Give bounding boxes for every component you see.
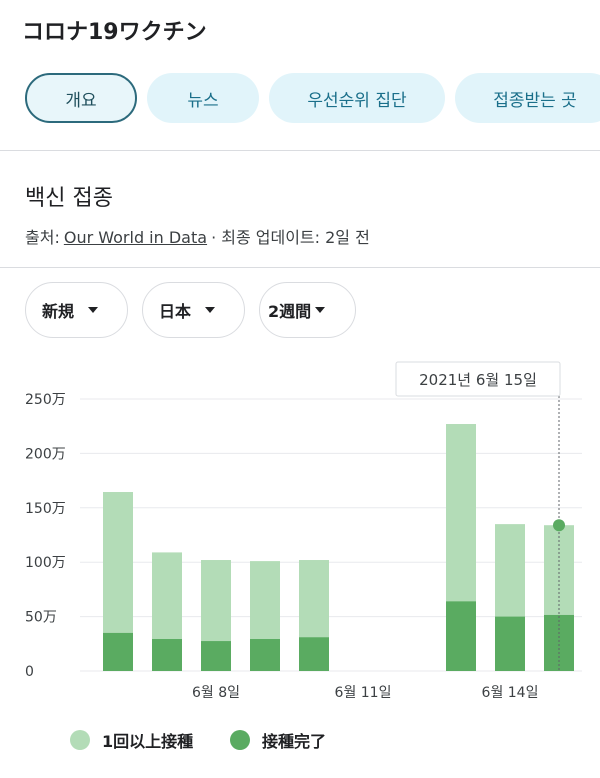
dropdown[interactable]: 新規	[25, 282, 128, 338]
divider	[0, 150, 600, 151]
source-link[interactable]: Our World in Data	[63, 228, 208, 247]
y-tick-label: 100万	[25, 555, 66, 571]
bar	[152, 639, 182, 671]
y-tick-label: 50万	[25, 610, 57, 626]
x-tick-label: 6월 8일	[192, 685, 240, 701]
section-title: 백신 접종	[25, 186, 113, 211]
updated: · 최종 업데이트: 2일 전	[211, 228, 370, 247]
bar	[446, 601, 476, 671]
dropdown-label: 2週間	[268, 302, 312, 321]
dropdown[interactable]: 日本	[142, 282, 245, 338]
bar	[201, 641, 231, 671]
bar	[544, 614, 574, 671]
tooltip-box	[395, 361, 561, 397]
legend-label: 1回以上接種	[102, 732, 194, 751]
legend-swatch	[70, 730, 90, 750]
source-line: 출처: Our World in Data · 최종 업데이트: 2일 전	[25, 224, 370, 248]
tab[interactable]: 뉴스	[147, 73, 259, 123]
tab[interactable]: 우선순위 집단	[269, 73, 445, 123]
dropdown-label: 新規	[42, 302, 75, 321]
legend-label: 接種完了	[262, 732, 327, 751]
dropdown-label: 日本	[159, 302, 192, 321]
y-tick-label: 150万	[25, 501, 66, 517]
legend-swatch	[230, 730, 250, 750]
tab[interactable]: 개요	[25, 73, 137, 123]
tab[interactable]: 접종받는 곳	[455, 73, 600, 123]
y-tick-label: 200万	[25, 446, 66, 462]
source-label: 출처:	[25, 228, 60, 247]
legend-item: 1回以上接種	[70, 728, 193, 752]
y-tick-label: 0	[25, 664, 34, 680]
hover-dot	[553, 519, 565, 532]
tooltip-text: 2021년 6월 15일	[419, 371, 537, 389]
dropdown[interactable]: 2週間	[259, 282, 356, 338]
divider	[0, 267, 600, 268]
x-tick-label: 6월 14일	[482, 685, 539, 701]
bar	[250, 639, 280, 671]
bar	[103, 632, 133, 671]
y-tick-label: 250万	[25, 392, 66, 408]
page-title: コロナ19ワクチン	[22, 20, 207, 45]
bar	[495, 616, 525, 671]
chart: 0 50万 100万 150万 200万 250万 6월 8일 6월 11일 6월 14일 202…	[25, 361, 582, 701]
bar	[299, 637, 329, 671]
x-tick-label: 6월 11일	[335, 685, 392, 701]
legend-item: 接種完了	[230, 728, 326, 752]
